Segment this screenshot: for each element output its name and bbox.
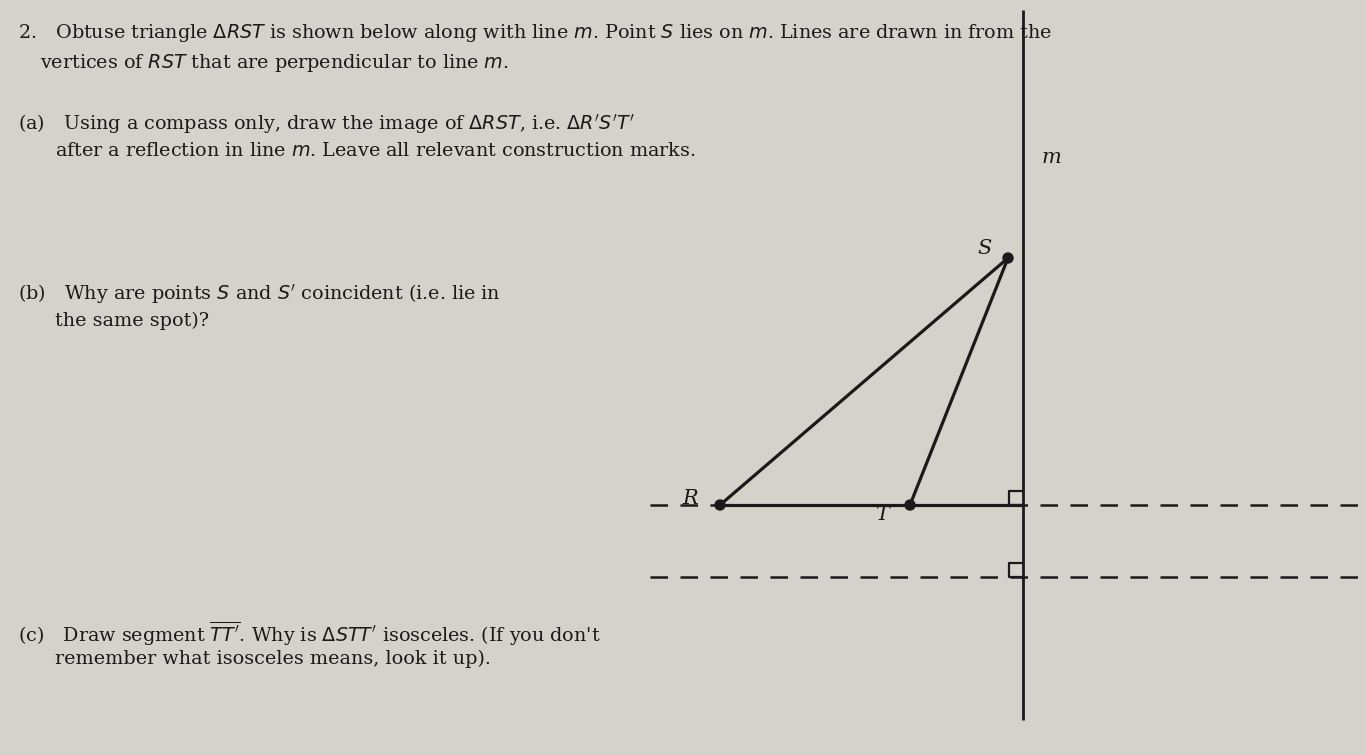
Text: 2. Obtuse triangle $\mathit{\Delta RST}$ is shown below along with line $\mathit: 2. Obtuse triangle $\mathit{\Delta RST}$… (18, 22, 1052, 44)
Text: (c) Draw segment $\overline{TT'}$. Why is $\mathit{\Delta STT'}$ isosceles. (If : (c) Draw segment $\overline{TT'}$. Why i… (18, 620, 601, 648)
Circle shape (714, 500, 725, 510)
Circle shape (906, 500, 915, 510)
Text: (a) Using a compass only, draw the image of $\mathit{\Delta RST}$, i.e. $\mathit: (a) Using a compass only, draw the image… (18, 112, 635, 136)
Text: T: T (876, 506, 889, 525)
Text: R: R (682, 488, 698, 507)
Text: after a reflection in line $\mathit{m}$. Leave all relevant construction marks.: after a reflection in line $\mathit{m}$.… (55, 142, 695, 160)
Circle shape (1003, 253, 1014, 263)
Text: m: m (1042, 148, 1061, 167)
Text: S: S (978, 239, 992, 257)
Text: (b) Why are points $\mathit{S}$ and $\mathit{S'}$ coincident (i.e. lie in: (b) Why are points $\mathit{S}$ and $\ma… (18, 282, 501, 306)
Text: the same spot)?: the same spot)? (55, 312, 209, 330)
Text: remember what isosceles means, look it up).: remember what isosceles means, look it u… (55, 650, 490, 668)
Text: vertices of $\mathit{RST}$ that are perpendicular to line $\mathit{m}$.: vertices of $\mathit{RST}$ that are perp… (40, 52, 510, 74)
